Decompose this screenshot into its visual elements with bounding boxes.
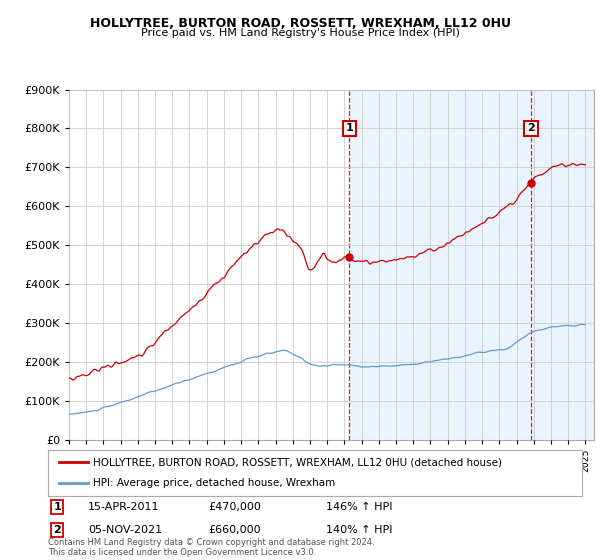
- Bar: [349, 90, 594, 440]
- Text: £470,000: £470,000: [208, 502, 261, 512]
- Text: 2: 2: [527, 124, 535, 133]
- Text: 1: 1: [346, 124, 353, 133]
- Text: 140% ↑ HPI: 140% ↑ HPI: [326, 525, 392, 535]
- Text: Contains HM Land Registry data © Crown copyright and database right 2024.
This d: Contains HM Land Registry data © Crown c…: [48, 538, 374, 557]
- Text: 2: 2: [53, 525, 61, 535]
- Text: 146% ↑ HPI: 146% ↑ HPI: [326, 502, 392, 512]
- Text: 05-NOV-2021: 05-NOV-2021: [88, 525, 162, 535]
- Text: 1: 1: [53, 502, 61, 512]
- Text: 15-APR-2011: 15-APR-2011: [88, 502, 160, 512]
- Text: £660,000: £660,000: [208, 525, 261, 535]
- Text: Price paid vs. HM Land Registry's House Price Index (HPI): Price paid vs. HM Land Registry's House …: [140, 28, 460, 38]
- Text: HOLLYTREE, BURTON ROAD, ROSSETT, WREXHAM, LL12 0HU: HOLLYTREE, BURTON ROAD, ROSSETT, WREXHAM…: [89, 17, 511, 30]
- Text: HPI: Average price, detached house, Wrexham: HPI: Average price, detached house, Wrex…: [94, 478, 335, 488]
- Text: HOLLYTREE, BURTON ROAD, ROSSETT, WREXHAM, LL12 0HU (detached house): HOLLYTREE, BURTON ROAD, ROSSETT, WREXHAM…: [94, 457, 502, 467]
